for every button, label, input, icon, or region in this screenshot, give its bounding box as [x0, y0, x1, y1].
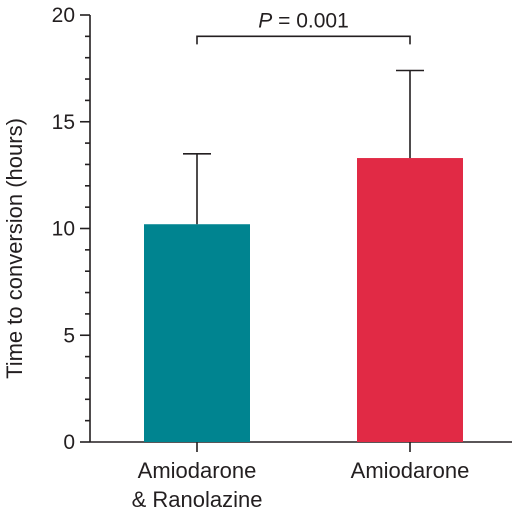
x-category-label: Amiodarone: [351, 458, 470, 483]
bar: [357, 158, 463, 443]
p-value-text: = 0.001: [272, 9, 348, 32]
error-bars-group: [183, 69, 424, 225]
p-value-label: P = 0.001: [258, 9, 349, 32]
y-tick-label: 20: [52, 4, 75, 27]
y-tick-label: 10: [52, 218, 75, 241]
p-symbol: P: [258, 9, 272, 32]
bars-group: [144, 158, 463, 443]
y-tick-label: 5: [63, 324, 75, 347]
x-category-label: Amiodarone: [138, 458, 257, 483]
y-tick-label: 15: [52, 111, 75, 134]
x-category-labels: Amiodarone & Ranolazine Amiodarone: [132, 458, 470, 512]
significance-bracket: [196, 35, 411, 45]
y-axis-title: Time to conversion (hours): [2, 118, 27, 379]
bar: [144, 224, 250, 442]
x-category-label: & Ranolazine: [132, 487, 263, 512]
y-tick-label: 0: [63, 431, 75, 454]
significance-bracket-group: P = 0.001: [196, 9, 411, 45]
y-tick-labels: 0 5 10 15 20: [52, 4, 75, 454]
